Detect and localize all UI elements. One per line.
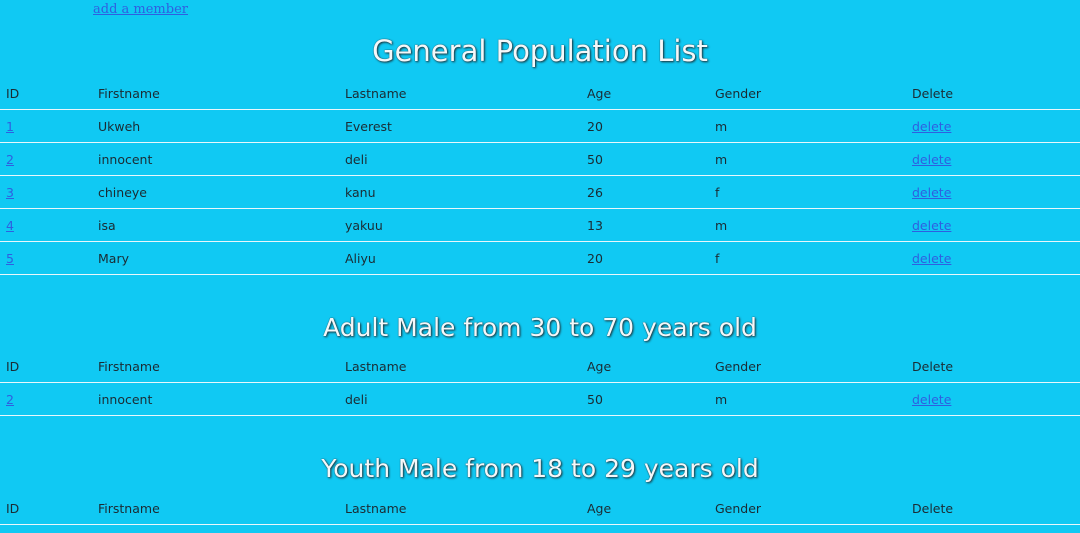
id-cell: 1	[0, 109, 92, 143]
lastname-cell: deli	[339, 382, 581, 416]
column-header-delete: Delete	[906, 350, 1080, 383]
firstname-cell: innocent	[92, 142, 339, 176]
table-row: 5 Mary Aliyu 20 f delete	[0, 241, 1080, 275]
member-id-link[interactable]: 4	[6, 217, 14, 233]
id-cell: 2	[0, 142, 92, 176]
add-member-link[interactable]: add a member	[93, 2, 188, 17]
delete-cell: delete	[906, 109, 1080, 143]
member-id-link[interactable]: 3	[6, 184, 14, 200]
column-header-lastname: Lastname	[339, 77, 581, 110]
column-header-id: ID	[0, 77, 92, 110]
table-header-row: ID Firstname Lastname Age Gender Delete	[0, 77, 1080, 110]
column-header-gender: Gender	[709, 77, 906, 110]
lastname-cell: Aliyu	[339, 241, 581, 275]
column-header-age: Age	[581, 492, 709, 525]
lastname-cell: deli	[339, 142, 581, 176]
delete-cell: delete	[906, 382, 1080, 416]
delete-link[interactable]: delete	[912, 250, 952, 266]
id-cell: 3	[0, 175, 92, 209]
column-header-firstname: Firstname	[92, 492, 339, 525]
column-header-id: ID	[0, 350, 92, 383]
lastname-cell: Everest	[339, 109, 581, 143]
table-row: 1 Ukweh Everest 20 m delete	[0, 109, 1080, 143]
delete-link[interactable]: delete	[912, 391, 952, 407]
column-header-gender: Gender	[709, 492, 906, 525]
age-cell: 13	[581, 208, 709, 242]
gender-cell: m	[709, 382, 906, 416]
id-cell: 5	[0, 241, 92, 275]
youth-male-table: ID Firstname Lastname Age Gender Delete	[0, 492, 1080, 525]
gender-cell: m	[709, 109, 906, 143]
column-header-lastname: Lastname	[339, 350, 581, 383]
age-cell: 50	[581, 142, 709, 176]
id-cell: 2	[0, 382, 92, 416]
id-cell: 4	[0, 208, 92, 242]
lastname-cell: yakuu	[339, 208, 581, 242]
column-header-id: ID	[0, 492, 92, 525]
age-cell: 20	[581, 241, 709, 275]
gender-cell: m	[709, 142, 906, 176]
table-row: 2 innocent deli 50 m delete	[0, 142, 1080, 176]
delete-cell: delete	[906, 208, 1080, 242]
delete-link[interactable]: delete	[912, 184, 952, 200]
column-header-gender: Gender	[709, 350, 906, 383]
column-header-age: Age	[581, 77, 709, 110]
gender-cell: m	[709, 208, 906, 242]
table-header-row: ID Firstname Lastname Age Gender Delete	[0, 492, 1080, 525]
delete-cell: delete	[906, 142, 1080, 176]
table-row: 3 chineye kanu 26 f delete	[0, 175, 1080, 209]
column-header-delete: Delete	[906, 77, 1080, 110]
delete-cell: delete	[906, 241, 1080, 275]
column-header-lastname: Lastname	[339, 492, 581, 525]
firstname-cell: Mary	[92, 241, 339, 275]
lastname-cell: kanu	[339, 175, 581, 209]
delete-cell: delete	[906, 175, 1080, 209]
member-id-link[interactable]: 2	[6, 151, 14, 167]
firstname-cell: Ukweh	[92, 109, 339, 143]
member-id-link[interactable]: 1	[6, 118, 14, 134]
table-row: 2 innocent deli 50 m delete	[0, 382, 1080, 416]
youth-male-title: Youth Male from 18 to 29 years old	[321, 454, 759, 483]
table-header-row: ID Firstname Lastname Age Gender Delete	[0, 350, 1080, 383]
delete-link[interactable]: delete	[912, 118, 952, 134]
age-cell: 26	[581, 175, 709, 209]
adult-male-table: ID Firstname Lastname Age Gender Delete …	[0, 350, 1080, 416]
gender-cell: f	[709, 241, 906, 275]
age-cell: 20	[581, 109, 709, 143]
delete-link[interactable]: delete	[912, 217, 952, 233]
general-population-title: General Population List	[372, 34, 708, 68]
gender-cell: f	[709, 175, 906, 209]
column-header-firstname: Firstname	[92, 77, 339, 110]
firstname-cell: isa	[92, 208, 339, 242]
member-id-link[interactable]: 2	[6, 391, 14, 407]
firstname-cell: innocent	[92, 382, 339, 416]
table-row: 4 isa yakuu 13 m delete	[0, 208, 1080, 242]
age-cell: 50	[581, 382, 709, 416]
general-population-table: ID Firstname Lastname Age Gender Delete …	[0, 77, 1080, 275]
firstname-cell: chineye	[92, 175, 339, 209]
member-id-link[interactable]: 5	[6, 250, 14, 266]
column-header-firstname: Firstname	[92, 350, 339, 383]
adult-male-title: Adult Male from 30 to 70 years old	[323, 313, 757, 342]
delete-link[interactable]: delete	[912, 151, 952, 167]
column-header-delete: Delete	[906, 492, 1080, 525]
column-header-age: Age	[581, 350, 709, 383]
